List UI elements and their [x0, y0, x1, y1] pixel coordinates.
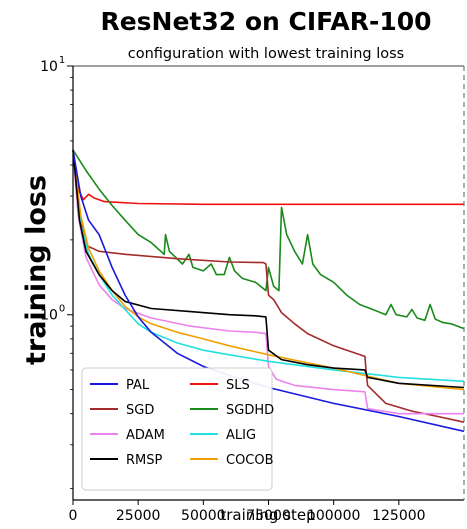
x-tick-label: 125000 [372, 508, 425, 524]
y-tick-label-exp: 0 [59, 304, 65, 315]
chart-subtitle: configuration with lowest training loss [128, 46, 404, 62]
legend-label-sgd: SGD [126, 403, 154, 418]
x-tick-label: 100000 [307, 508, 360, 524]
x-tick-label: 0 [69, 508, 78, 524]
y-axis-label: training loss [21, 175, 52, 365]
x-tick-label: 50000 [181, 508, 226, 524]
legend: PAL SGD ADAM RMSP SLS SGDHD ALIG COCOB [82, 368, 274, 490]
series-line-sls [73, 155, 464, 205]
y-tick-label-base: 10 [40, 59, 58, 75]
legend-label-alig: ALIG [226, 428, 256, 443]
x-tick-label: 25000 [116, 508, 161, 524]
chart-title: ResNet32 on CIFAR-100 [100, 7, 431, 36]
legend-label-sls: SLS [226, 378, 250, 393]
legend-label-cocob: COCOB [226, 453, 274, 468]
legend-label-pal: PAL [126, 378, 150, 393]
legend-label-sgdhd: SGDHD [226, 403, 274, 418]
y-tick-label-exp: 1 [59, 55, 65, 66]
y-tick-label-base: 10 [40, 308, 58, 324]
legend-label-rmsp: RMSP [126, 453, 163, 468]
series-line-sgdhd [73, 150, 464, 329]
x-tick-label: 75000 [246, 508, 291, 524]
legend-label-adam: ADAM [126, 428, 165, 443]
